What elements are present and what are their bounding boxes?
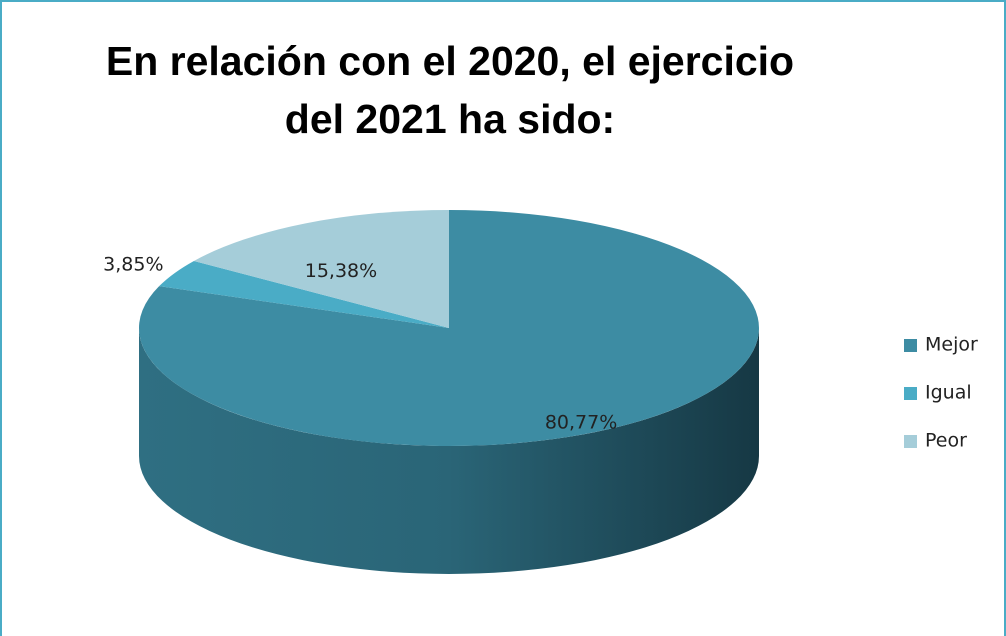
chart-title: En relación con el 2020, el ejercicio de…	[105, 38, 795, 142]
data-label: 80,77%	[545, 411, 617, 433]
pie-slice	[193, 210, 449, 328]
pie-slice	[139, 210, 760, 446]
legend-label: Mejor	[925, 334, 978, 356]
data-label: 3,85%	[103, 253, 163, 275]
data-label: 15,38%	[305, 260, 377, 282]
legend-swatch	[904, 387, 917, 400]
legend-label: Peor	[925, 430, 967, 452]
legend-label: Igual	[925, 382, 972, 404]
legend-swatch	[904, 435, 917, 448]
legend-swatch	[904, 339, 917, 352]
pie-side	[139, 328, 759, 574]
pie-slice	[159, 260, 450, 328]
